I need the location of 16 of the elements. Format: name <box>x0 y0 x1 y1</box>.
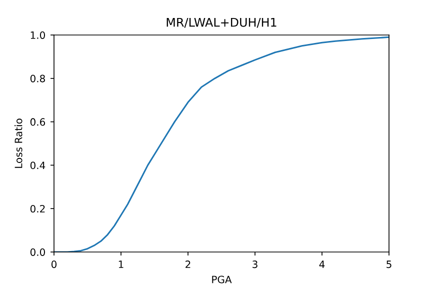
y-tick-label: 0.8 <box>30 74 45 82</box>
y-axis-title: Loss Ratio <box>14 118 22 168</box>
y-tick-label: 0.2 <box>30 204 45 213</box>
y-tick-label: 0.4 <box>30 162 46 170</box>
y-tick-label: 0.0 <box>30 248 46 256</box>
x-tick-label: 0 <box>51 260 57 268</box>
x-tick-label: 3 <box>252 260 258 268</box>
x-tick-label: 1 <box>118 260 124 268</box>
x-tick-label: 2 <box>186 260 190 268</box>
line-series <box>54 36 389 252</box>
x-tick-label: 5 <box>386 260 392 268</box>
y-tick-label: 0.6 <box>30 118 46 126</box>
x-axis-title: PGA <box>212 276 232 284</box>
y-tick-label: 1.0 <box>30 31 46 39</box>
x-tick-label: 4 <box>319 260 325 268</box>
chart-title: MR/LWAL+DUH/H1 <box>166 18 276 28</box>
